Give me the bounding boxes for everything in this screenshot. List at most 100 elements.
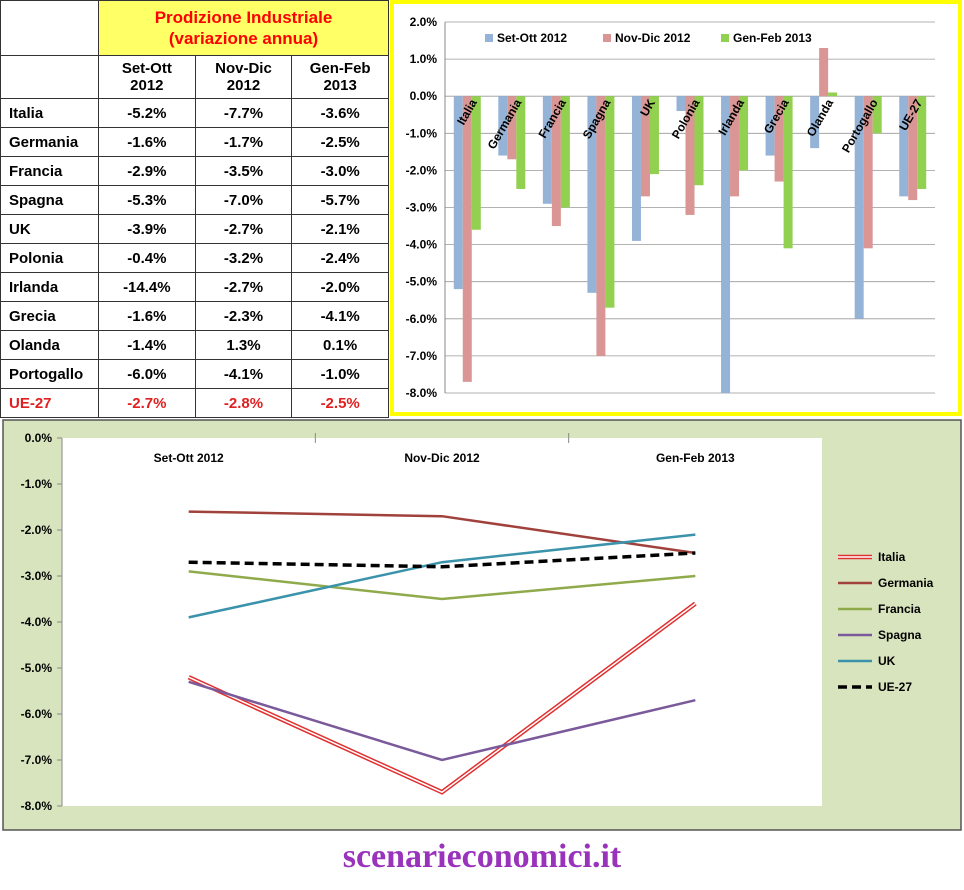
y-tick-label: -2.0% [21, 523, 53, 537]
bar [783, 96, 793, 249]
y-tick-label: -5.0% [21, 661, 53, 675]
legend-label: Nov-Dic 2012 [615, 31, 691, 45]
row-name: Italia [0, 98, 99, 128]
bars [453, 47, 927, 393]
line [188, 680, 696, 762]
cell: -5.7% [291, 185, 389, 215]
bar [854, 96, 864, 319]
cell: -3.0% [291, 156, 389, 186]
y-tick-label: -4.0% [21, 615, 53, 629]
header-line: 2012 [226, 77, 261, 94]
table-row: Portogallo -6.0% -4.1% -1.0% [0, 359, 389, 389]
row-name: Germania [0, 127, 99, 157]
cell: -1.4% [98, 330, 196, 360]
cell: -2.9% [98, 156, 196, 186]
cell: -2.7% [194, 214, 293, 244]
bar [899, 96, 909, 197]
bar [863, 96, 873, 249]
bar [908, 96, 918, 201]
header-line: Gen-Feb [309, 60, 371, 77]
bar [462, 96, 472, 382]
bar [596, 96, 606, 356]
line-plot-area [62, 438, 822, 806]
bar [765, 96, 775, 156]
row-name: Olanda [0, 330, 99, 360]
legend-label: Gen-Feb 2013 [733, 31, 812, 45]
bar [810, 96, 820, 149]
y-tick-label: 1.0% [410, 52, 438, 66]
table-row: Germania -1.6% -1.7% -2.5% [0, 127, 389, 157]
bar [676, 96, 686, 112]
cell: -7.7% [194, 98, 293, 128]
legend-swatch [485, 34, 493, 42]
table-row: Spagna -5.3% -7.0% -5.7% [0, 185, 389, 215]
column-header: Set-Ott 2012 [98, 55, 196, 99]
bar [694, 96, 704, 186]
y-tick-label: 0.0% [410, 89, 438, 103]
bar [542, 96, 552, 204]
cell: -2.7% [194, 272, 293, 302]
bar [828, 92, 838, 97]
legend-label: Spagna [878, 628, 922, 642]
bar [649, 96, 659, 175]
cell: -4.1% [291, 301, 389, 331]
legend-label: Set-Ott 2012 [497, 31, 567, 45]
bar [516, 96, 526, 189]
bar [685, 96, 695, 215]
footer: scenarieconomici.it [342, 838, 622, 875]
legend-label: Germania [878, 576, 934, 590]
y-tick-label: -8.0% [21, 799, 53, 813]
x-tick-label: Gen-Feb 2013 [656, 451, 735, 465]
legend-label: UE-27 [878, 680, 912, 694]
line-inner [188, 602, 696, 794]
table-title: Prodizione Industriale (variazione annua) [98, 0, 389, 56]
column-header: Nov-Dic 2012 [194, 55, 293, 99]
bar [721, 96, 731, 393]
line [188, 551, 696, 569]
bar [587, 96, 597, 293]
y-tick-label: -7.0% [21, 753, 53, 767]
row-name: UE-27 [0, 388, 99, 418]
title-row: Prodizione Industriale (variazione annua) [0, 0, 389, 56]
cell: -2.5% [291, 127, 389, 157]
cell: -2.7% [98, 388, 196, 418]
bar [605, 96, 615, 308]
cell: -2.5% [291, 388, 389, 418]
cell: -7.0% [194, 185, 293, 215]
header-line: Nov-Dic [215, 60, 272, 77]
cell: -5.2% [98, 98, 196, 128]
y-tick-label: -4.0% [406, 238, 438, 252]
line [188, 570, 696, 601]
header-row: Set-Ott 2012 Nov-Dic 2012 Gen-Feb 2013 [0, 55, 389, 99]
cell: -2.1% [291, 214, 389, 244]
table-row: Grecia -1.6% -2.3% -4.1% [0, 301, 389, 331]
line [188, 533, 696, 619]
header-line: 2013 [323, 77, 357, 94]
x-tick-label: Set-Ott 2012 [154, 451, 224, 465]
cell: -1.0% [291, 359, 389, 389]
table-row: Italia -5.2% -7.7% -3.6% [0, 98, 389, 128]
row-name: Grecia [0, 301, 99, 331]
x-tick-label: Nov-Dic 2012 [404, 451, 480, 465]
cell: -1.7% [194, 127, 293, 157]
legend-label: Italia [878, 550, 906, 564]
cell: -6.0% [98, 359, 196, 389]
bar [631, 96, 641, 241]
bar [872, 96, 882, 134]
y-tick-label: -6.0% [21, 707, 53, 721]
row-name: Portogallo [0, 359, 99, 389]
cell: -4.1% [194, 359, 293, 389]
legend-swatch [603, 34, 611, 42]
cell: -14.4% [98, 272, 196, 302]
header-line: 2012 [130, 77, 164, 94]
bar [471, 96, 481, 230]
cell: -2.4% [291, 243, 389, 273]
y-tick-label: -7.0% [406, 349, 438, 363]
legend-label: Francia [878, 602, 921, 616]
y-tick-label: -1.0% [406, 126, 438, 140]
bar [560, 96, 570, 208]
bar [551, 96, 561, 227]
bar [453, 96, 463, 290]
table-row: UK -3.9% -2.7% -2.1% [0, 214, 389, 244]
